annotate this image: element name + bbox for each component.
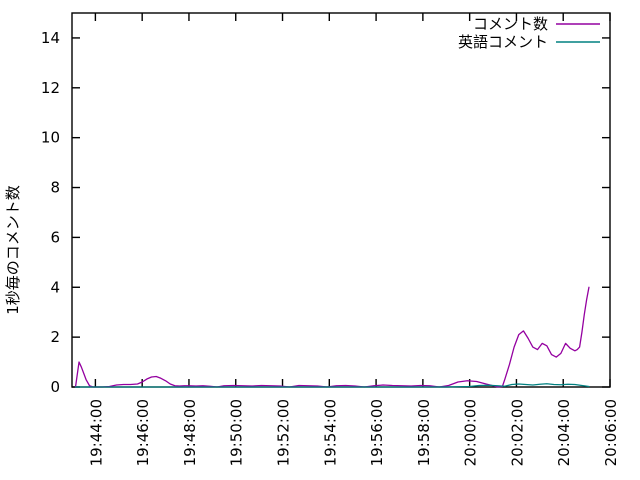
y-tick-label: 10: [41, 129, 60, 147]
y-tick-label: 14: [41, 29, 60, 47]
y-tick-label: 8: [50, 179, 60, 197]
x-tick-label: 19:52:00: [275, 399, 293, 466]
y-tick-label: 2: [50, 328, 60, 346]
legend-label-0: コメント数: [473, 15, 548, 33]
y-tick-label: 0: [50, 378, 60, 396]
plot-frame: [71, 12, 611, 388]
x-tick-label: 19:48:00: [181, 399, 199, 466]
y-tick-label: 12: [41, 79, 60, 97]
x-tick-label: 19:50:00: [228, 399, 246, 466]
x-tick-label: 19:58:00: [415, 399, 433, 466]
x-tick-label: 20:04:00: [555, 399, 573, 466]
series-line-1: [74, 383, 590, 388]
series-group: [74, 286, 590, 388]
x-tick-label: 19:56:00: [368, 399, 386, 466]
x-tick-label: 19:54:00: [321, 399, 339, 466]
x-tick-label: 20:06:00: [602, 399, 620, 466]
x-tick-label: 20:02:00: [508, 399, 526, 466]
x-tick-label: 19:44:00: [87, 399, 105, 466]
y-tick-label: 4: [50, 278, 60, 296]
x-tick-label: 20:00:00: [462, 399, 480, 466]
x-axis: 19:44:00 19:46:00 19:48:00 19:50:00 19:52:00…: [87, 13, 620, 466]
x-tick-label: 19:46:00: [134, 399, 152, 466]
y-axis: 0 2 4 6 8 10 12 14: [41, 29, 610, 396]
series-line-0: [74, 286, 590, 388]
legend-label-1: 英語コメント: [458, 33, 548, 51]
y-axis-title: 1秒毎のコメント数: [4, 185, 22, 315]
y-tick-label: 6: [50, 228, 60, 246]
